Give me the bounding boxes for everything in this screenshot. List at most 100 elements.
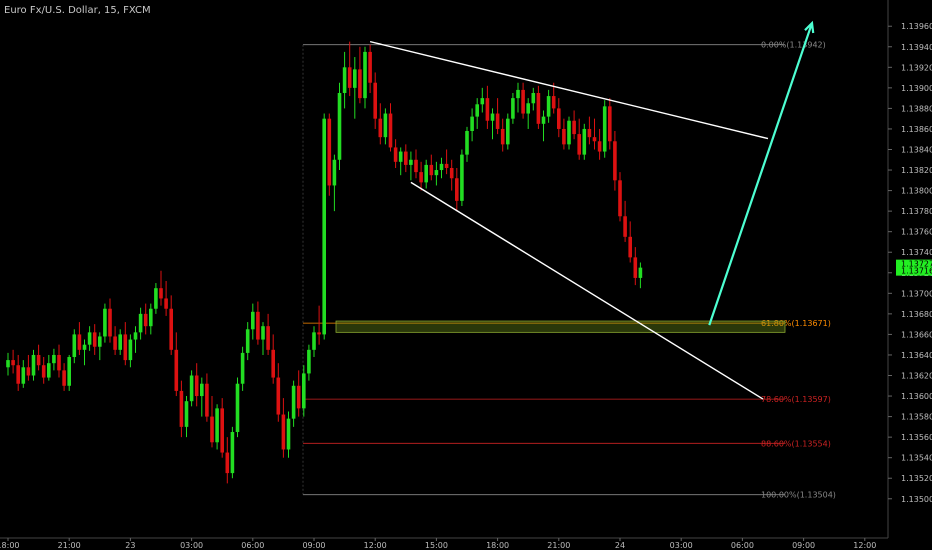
- candle: [373, 72, 377, 129]
- projection-arrow-line: [708, 22, 814, 326]
- candle-body: [536, 92, 541, 124]
- candle-body: [281, 414, 286, 450]
- candle-body: [41, 365, 46, 378]
- price-tick-label: 1.13940: [901, 43, 932, 52]
- candle: [6, 352, 10, 376]
- candle-body: [633, 257, 638, 278]
- candle-body: [347, 67, 352, 88]
- time-tick-label: 12:00: [853, 541, 876, 550]
- price-tick-label: 1.13760: [901, 228, 932, 237]
- candle-body: [353, 69, 357, 88]
- candle: [608, 98, 612, 150]
- candle-body: [628, 236, 632, 258]
- time-tick-label: 21:00: [547, 541, 570, 550]
- candle-body: [511, 98, 515, 119]
- candle-body: [215, 408, 219, 443]
- price-tick-label: 1.13560: [901, 433, 932, 442]
- candle: [57, 344, 61, 378]
- candle-body: [337, 92, 342, 160]
- candle: [261, 322, 265, 355]
- candle-body: [184, 401, 189, 427]
- price-tick-label: 1.13520: [901, 474, 932, 483]
- price-tick-label: 1.13680: [901, 310, 932, 319]
- candle: [240, 346, 245, 391]
- candle: [347, 41, 352, 97]
- candle-body: [587, 128, 592, 138]
- candle-body: [419, 172, 423, 183]
- candle-body: [398, 151, 403, 162]
- candle: [184, 396, 189, 438]
- candle: [205, 373, 209, 422]
- candle-body: [495, 113, 500, 129]
- candle-body: [460, 154, 464, 201]
- price-tick-label: 1.13780: [901, 207, 932, 216]
- candle: [536, 85, 541, 129]
- candle: [587, 116, 592, 145]
- candle: [495, 98, 500, 135]
- candle: [434, 161, 439, 186]
- candle-body: [597, 141, 602, 152]
- candle: [562, 118, 566, 150]
- price-tick-label: 1.13820: [901, 166, 932, 175]
- candle-body: [47, 363, 51, 378]
- candle-body: [602, 106, 607, 152]
- candle: [516, 82, 520, 113]
- fib-level-label: 78.60%(1.13597): [761, 395, 831, 404]
- candle-body: [444, 163, 449, 168]
- candle: [506, 113, 510, 150]
- candle: [103, 303, 107, 343]
- time-tick-label: 03:00: [670, 541, 693, 550]
- candle-body: [500, 128, 505, 145]
- candle-body: [57, 354, 61, 371]
- candle: [21, 360, 26, 388]
- candle-body: [21, 367, 26, 384]
- fib-level-label: 61.80%(1.13671): [761, 319, 831, 328]
- candle: [281, 398, 286, 458]
- price-tick-label: 1.13660: [901, 330, 932, 339]
- time-tick-label: 09:00: [302, 541, 325, 550]
- candle: [200, 377, 204, 417]
- candle: [485, 85, 490, 129]
- candle: [332, 154, 337, 212]
- candle-body: [291, 385, 296, 419]
- candle-body: [373, 82, 377, 119]
- candle-body: [490, 113, 495, 121]
- candle: [138, 307, 143, 340]
- candle: [169, 295, 173, 355]
- candle: [235, 377, 240, 438]
- time-tick-label: 21:00: [58, 541, 81, 550]
- candle: [41, 357, 46, 384]
- candle-body: [465, 131, 469, 155]
- candle-body: [363, 51, 367, 99]
- fib-level-label: 88.60%(1.13554): [761, 439, 831, 448]
- candle: [322, 113, 326, 340]
- price-tick-label: 1.13900: [901, 84, 932, 93]
- candle-body: [378, 118, 383, 138]
- candle-body: [409, 159, 413, 165]
- candle-body: [526, 103, 530, 114]
- candle: [271, 334, 275, 384]
- fib-level-label: 0.00%(1.13942): [761, 41, 826, 50]
- candle: [521, 82, 525, 119]
- candle-body: [296, 385, 301, 409]
- candle: [409, 151, 413, 181]
- candle-body: [133, 332, 138, 340]
- candle-body: [128, 339, 133, 361]
- trendlines-layer: [369, 20, 815, 400]
- candle: [11, 349, 15, 374]
- time-tick-label: 03:00: [180, 541, 203, 550]
- price-tick-label: 1.13960: [901, 22, 932, 31]
- price-tick-label: 1.13740: [901, 248, 932, 257]
- candle: [220, 398, 224, 458]
- candle-body: [429, 164, 434, 176]
- candle: [149, 303, 153, 335]
- candle: [378, 103, 383, 145]
- candle-body: [342, 67, 347, 93]
- candle-body: [103, 308, 107, 337]
- candle-body: [36, 354, 41, 366]
- candle: [511, 92, 515, 124]
- candle-body: [577, 134, 581, 155]
- candle: [123, 322, 128, 366]
